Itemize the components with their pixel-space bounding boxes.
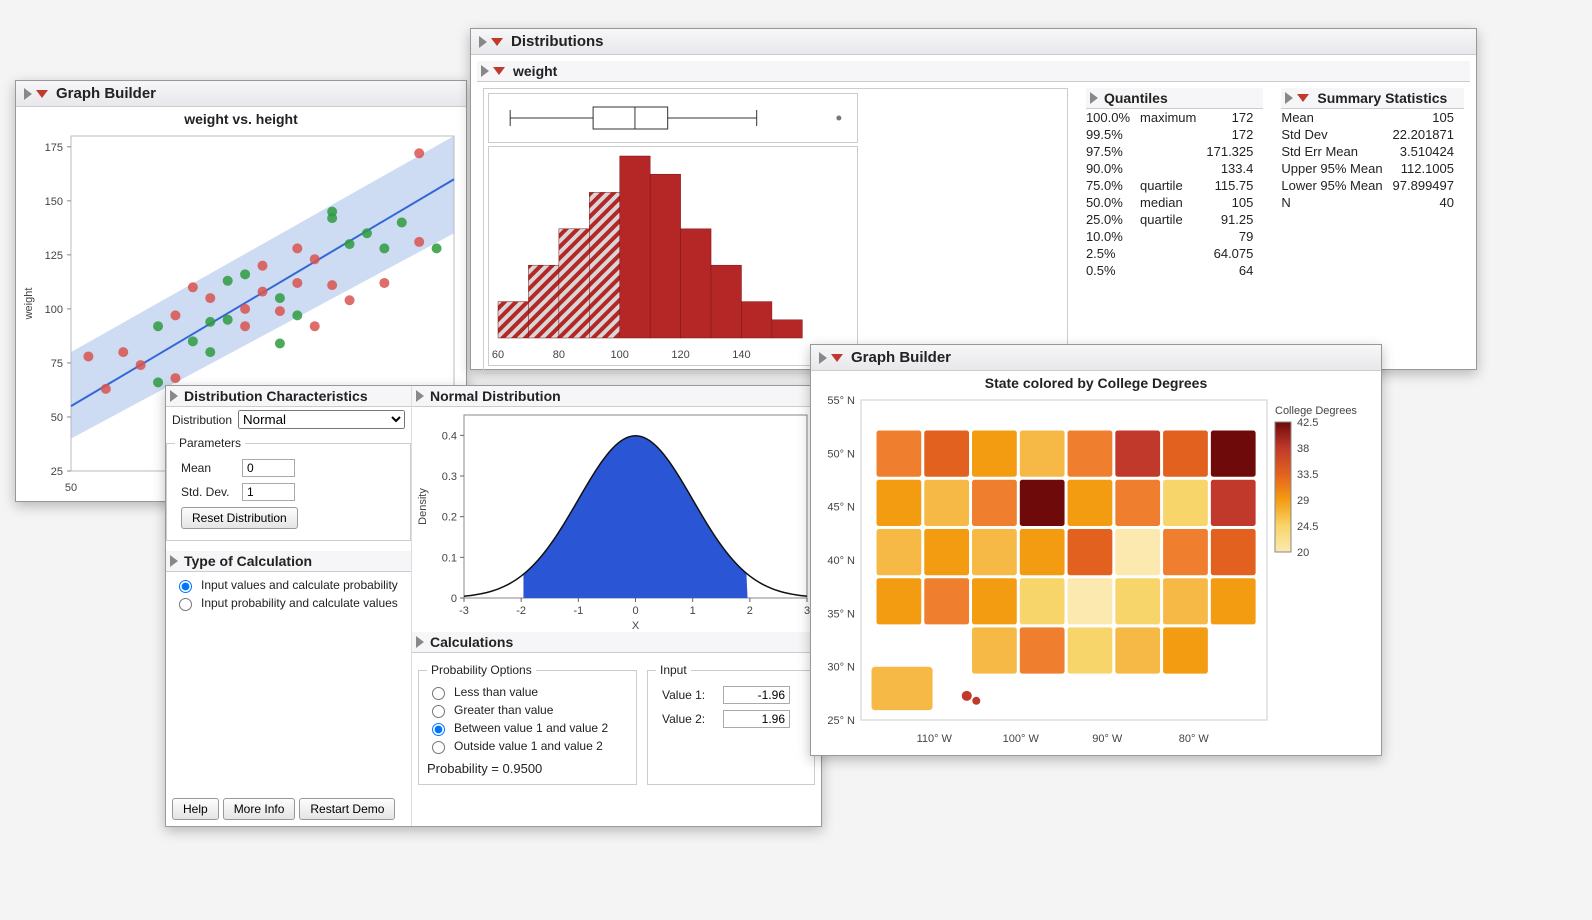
svg-text:35° N: 35° N bbox=[827, 608, 855, 620]
svg-text:-1: -1 bbox=[573, 605, 583, 617]
typecalc-radio-1[interactable] bbox=[179, 598, 192, 611]
mean-input[interactable] bbox=[242, 459, 295, 477]
svg-text:24.5: 24.5 bbox=[1297, 521, 1318, 533]
svg-text:X: X bbox=[632, 620, 640, 632]
graph-builder-map-panel: Graph Builder State colored by College D… bbox=[810, 344, 1382, 756]
probopt-radio-2[interactable] bbox=[432, 723, 445, 736]
reset-distribution-button[interactable]: Reset Distribution bbox=[181, 507, 298, 529]
svg-text:60: 60 bbox=[492, 349, 504, 361]
svg-text:38: 38 bbox=[1297, 443, 1309, 455]
panel-title: Graph Builder bbox=[56, 85, 156, 102]
svg-text:50: 50 bbox=[51, 412, 63, 424]
svg-text:0: 0 bbox=[451, 593, 457, 605]
svg-text:College Degrees: College Degrees bbox=[1275, 405, 1357, 417]
svg-text:30° N: 30° N bbox=[827, 662, 855, 674]
distribution-select[interactable]: Normal bbox=[238, 410, 405, 429]
svg-text:25: 25 bbox=[51, 466, 63, 478]
svg-text:0.4: 0.4 bbox=[442, 430, 457, 442]
svg-text:90° W: 90° W bbox=[1092, 733, 1123, 745]
svg-text:20: 20 bbox=[1297, 547, 1309, 559]
dist-graphics: 60 80 100 120 140 bbox=[483, 88, 1068, 374]
svg-text:80° W: 80° W bbox=[1179, 733, 1210, 745]
svg-text:0.2: 0.2 bbox=[442, 512, 457, 524]
svg-text:1: 1 bbox=[690, 605, 696, 617]
panel-header[interactable]: Graph Builder bbox=[811, 345, 1381, 371]
quantiles-table: 100.0%maximum17299.5%17297.5%171.32590.0… bbox=[1086, 109, 1263, 279]
chart-title: weight vs. height bbox=[16, 107, 466, 131]
value2-input[interactable] bbox=[723, 710, 790, 728]
svg-text:110° W: 110° W bbox=[917, 733, 953, 745]
probability-result: Probability = 0.9500 bbox=[427, 755, 628, 776]
svg-text:80: 80 bbox=[553, 349, 565, 361]
value1-input[interactable] bbox=[723, 686, 790, 704]
svg-text:0: 0 bbox=[632, 605, 638, 617]
probopt-radio-0[interactable] bbox=[432, 687, 445, 700]
svg-text:-2: -2 bbox=[516, 605, 526, 617]
svg-text:40° N: 40° N bbox=[827, 555, 855, 567]
svg-text:140: 140 bbox=[732, 349, 750, 361]
dist-calc-panel: Distribution Characteristics Distributio… bbox=[165, 385, 822, 827]
normal-curve: -3-2-1012300.10.20.30.4XDensity bbox=[412, 407, 817, 632]
variable-header[interactable]: weight bbox=[477, 61, 1470, 82]
svg-text:45° N: 45° N bbox=[827, 502, 855, 514]
typecalc-radio-0[interactable] bbox=[179, 580, 192, 593]
svg-text:50° N: 50° N bbox=[827, 448, 855, 460]
std-input[interactable] bbox=[242, 483, 295, 501]
svg-text:33.5: 33.5 bbox=[1297, 469, 1318, 481]
restart-demo-button[interactable]: Restart Demo bbox=[299, 798, 395, 820]
svg-text:100° W: 100° W bbox=[1003, 733, 1040, 745]
svg-text:42.5: 42.5 bbox=[1297, 417, 1318, 429]
panel-title: Distributions bbox=[511, 33, 604, 50]
svg-text:125: 125 bbox=[45, 250, 63, 262]
probopt-radio-1[interactable] bbox=[432, 705, 445, 718]
probopt-radio-3[interactable] bbox=[432, 741, 445, 754]
svg-text:0.3: 0.3 bbox=[442, 471, 457, 483]
svg-text:-3: -3 bbox=[459, 605, 469, 617]
panel-header[interactable]: Distributions bbox=[471, 29, 1476, 55]
svg-text:100: 100 bbox=[611, 349, 629, 361]
summary-table: Mean105Std Dev22.201871Std Err Mean3.510… bbox=[1281, 109, 1464, 211]
distributions-panel: Distributions weight 6080100120140 Quant… bbox=[470, 28, 1477, 370]
svg-text:120: 120 bbox=[671, 349, 689, 361]
svg-text:100: 100 bbox=[45, 304, 63, 316]
svg-text:75: 75 bbox=[51, 358, 63, 370]
panel-header[interactable]: Graph Builder bbox=[16, 81, 466, 107]
more-info-button[interactable]: More Info bbox=[223, 798, 296, 820]
svg-text:weight: weight bbox=[23, 288, 35, 321]
help-button[interactable]: Help bbox=[172, 798, 219, 820]
summary-block: Summary Statistics Mean105Std Dev22.2018… bbox=[1281, 88, 1464, 374]
parameters-fieldset: Parameters Mean Std. Dev. Reset Distribu… bbox=[166, 436, 411, 541]
svg-text:0.1: 0.1 bbox=[442, 552, 457, 564]
svg-text:25° N: 25° N bbox=[827, 715, 855, 727]
svg-text:50: 50 bbox=[65, 482, 77, 494]
svg-text:2: 2 bbox=[747, 605, 753, 617]
us-map: 55° N 50° N 45° N 40° N 35° N 30° N 25° N 110° … bbox=[811, 395, 1377, 750]
svg-text:29: 29 bbox=[1297, 495, 1309, 507]
svg-text:175: 175 bbox=[45, 142, 63, 154]
svg-text:150: 150 bbox=[45, 196, 63, 208]
svg-text:55° N: 55° N bbox=[827, 395, 855, 407]
svg-text:Density: Density bbox=[417, 488, 429, 525]
quantiles-block: Quantiles 100.0%maximum17299.5%17297.5%1… bbox=[1086, 88, 1263, 374]
